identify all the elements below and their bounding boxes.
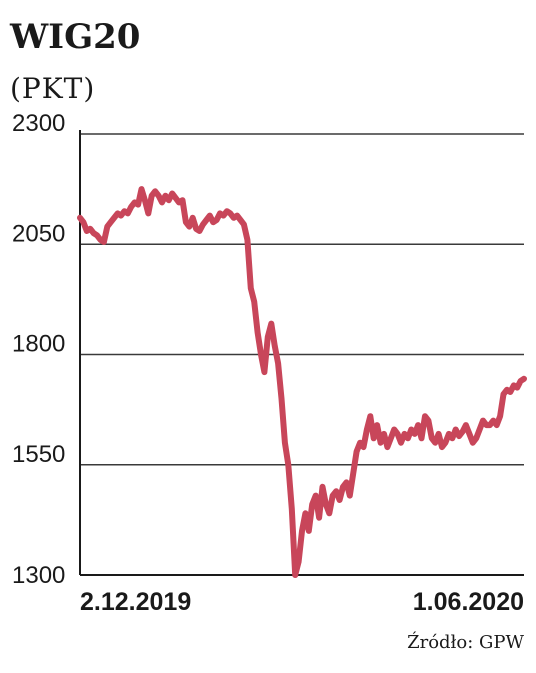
y-tick-label-2050: 2050 [12, 220, 65, 247]
x-tick-label-start: 2.12.2019 [80, 588, 191, 616]
unit-label: (PKT) [10, 72, 95, 105]
y-tick-label-2300: 2300 [12, 110, 65, 137]
y-tick-labels: 1300 1550 1800 2050 2300 [12, 110, 65, 589]
source-note: Źródło: GPW [407, 630, 524, 653]
y-tick-label-1300: 1300 [12, 562, 65, 589]
y-tick-label-1550: 1550 [12, 441, 65, 468]
chart-title: WIG20 [9, 17, 140, 57]
y-tick-label-1800: 1800 [12, 331, 65, 358]
x-tick-label-end: 1.06.2020 [413, 588, 524, 616]
grid-lines [80, 133, 524, 466]
series-line-wig20 [77, 186, 527, 578]
